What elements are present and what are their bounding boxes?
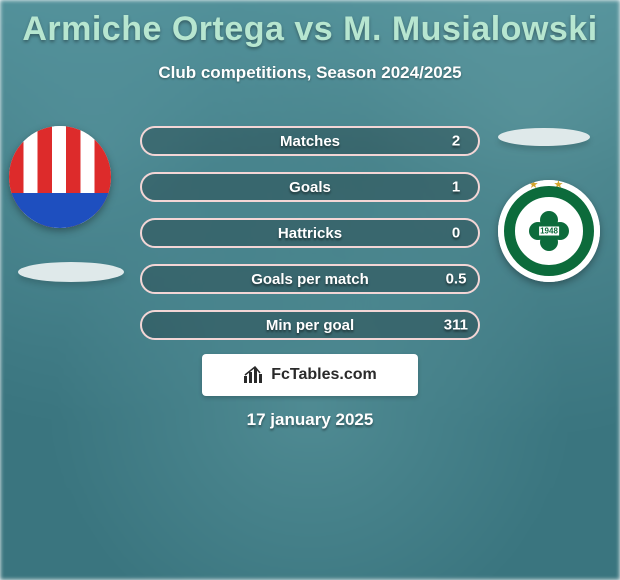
stat-row: Matches 2 (0, 118, 620, 164)
stat-pill: Min per goal 311 (140, 310, 480, 340)
page-subtitle: Club competitions, Season 2024/2025 (0, 63, 620, 83)
stat-pill: Goals 1 (140, 172, 480, 202)
stat-pill: Goals per match 0.5 (140, 264, 480, 294)
stat-row: Hattricks 0 (0, 210, 620, 256)
source-attribution: FcTables.com (202, 354, 418, 396)
page-title: Armiche Ortega vs M. Musialowski (0, 0, 620, 49)
stat-value-right: 0 (444, 225, 468, 242)
stat-label: Matches (280, 133, 340, 150)
snapshot-date: 17 january 2025 (0, 410, 620, 430)
stats-list: Matches 2 Goals 1 Hattricks 0 Goals per match 0… (0, 118, 620, 348)
stat-pill: Hattricks 0 (140, 218, 480, 248)
stat-label: Goals per match (251, 271, 369, 288)
stat-value-right: 0.5 (444, 271, 468, 288)
stat-value-right: 1 (444, 179, 468, 196)
stat-row: Goals per match 0.5 (0, 256, 620, 302)
stat-label: Hattricks (278, 225, 342, 242)
stat-label: Min per goal (266, 317, 354, 334)
stat-value-right: 311 (444, 317, 468, 334)
stat-row: Goals 1 (0, 164, 620, 210)
stat-label: Goals (289, 179, 331, 196)
bar-chart-icon (243, 366, 265, 384)
stat-value-right: 2 (444, 133, 468, 150)
source-brand-text: FcTables.com (271, 366, 377, 384)
stat-pill: Matches 2 (140, 126, 480, 156)
stat-row: Min per goal 311 (0, 302, 620, 348)
comparison-card: Armiche Ortega vs M. Musialowski Club co… (0, 0, 620, 580)
